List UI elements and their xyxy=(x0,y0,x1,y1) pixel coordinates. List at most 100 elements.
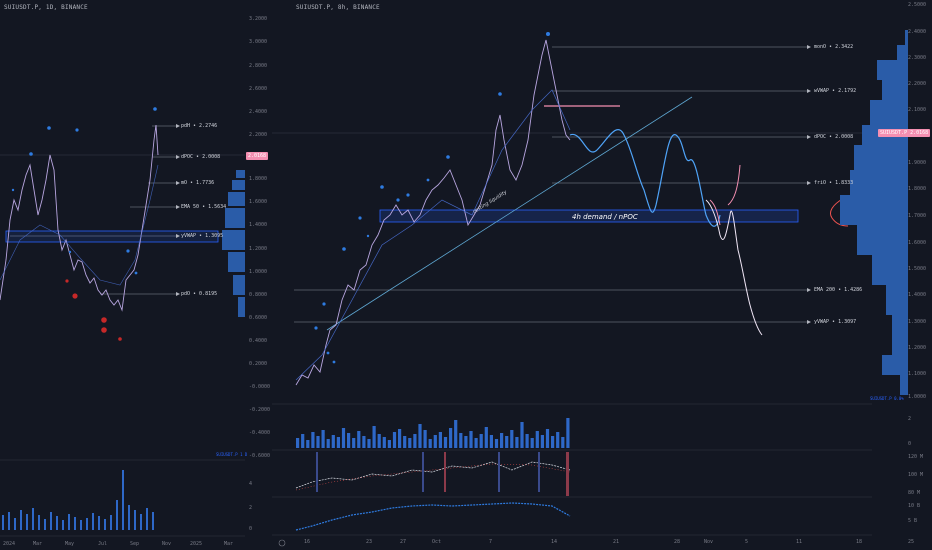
right-ytick: 1.4000 xyxy=(908,292,927,298)
right-xtick: Nov xyxy=(704,539,714,545)
left-xtick: 2025 xyxy=(190,541,203,547)
volume-bar xyxy=(398,429,402,448)
volume-bar xyxy=(515,437,519,448)
volume-bar xyxy=(464,436,468,448)
left-chart-svg[interactable] xyxy=(0,0,272,550)
left-chart-title: SUIUSDT.P, 1D, BINANCE xyxy=(4,4,88,11)
right-xtick: 27 xyxy=(400,539,407,545)
volume-bar xyxy=(540,435,544,448)
volume-bar xyxy=(316,436,320,448)
right-xtick: 21 xyxy=(613,539,620,545)
volume-bar xyxy=(362,436,366,448)
left-price-badge: 2.0168 xyxy=(246,152,269,160)
right-ytick: 1.5000 xyxy=(908,266,927,272)
right-ytick: 1.0000 xyxy=(908,394,927,400)
volume-bar xyxy=(387,440,391,448)
right-ytick: 1.7000 xyxy=(908,213,927,219)
volume-bar xyxy=(469,431,473,448)
volume-bar xyxy=(413,434,417,448)
right-volume-bars xyxy=(296,418,570,448)
right-osc1-tick: 120 M xyxy=(908,454,924,460)
right-ytick: 1.6000 xyxy=(908,240,927,246)
volume-bar xyxy=(372,426,376,448)
volume-bar xyxy=(479,434,483,448)
volume-bar xyxy=(530,438,534,448)
left-ytick: 3.0000 xyxy=(249,39,268,45)
right-chart-svg[interactable] xyxy=(272,0,932,550)
right-volume-profile xyxy=(840,30,908,395)
right-ytick: 2.2000 xyxy=(908,81,927,87)
right-zone-label: 4h demand / nPOC xyxy=(572,213,638,221)
volume-bar xyxy=(510,430,514,448)
left-level-markers xyxy=(176,124,180,296)
right-demand-zone xyxy=(379,209,799,223)
left-volume-tick: 4 xyxy=(249,481,253,487)
right-trendline xyxy=(326,96,693,331)
left-ytick: 0.2000 xyxy=(249,361,268,367)
right-ytick: 1.8000 xyxy=(908,186,927,192)
left-ytick: 2.8000 xyxy=(249,63,268,69)
left-demand-zone xyxy=(5,230,219,243)
left-ema-series xyxy=(0,164,159,286)
left-price-series xyxy=(0,124,159,312)
right-level-markers xyxy=(807,45,811,324)
volume-bar xyxy=(535,431,539,448)
left-chart-panel[interactable]: SUIUSDT.P, 1D, BINANCE xyxy=(0,0,273,550)
right-ytick: 1.1000 xyxy=(908,371,927,377)
left-level-pdh-label: pdH • 2.2746 xyxy=(181,123,218,129)
left-ytick: 0.6000 xyxy=(249,315,268,321)
left-ytick: 2.2000 xyxy=(249,132,268,138)
volume-bar xyxy=(428,439,432,448)
left-signal-dots xyxy=(11,107,157,275)
right-vol-tick: 2 xyxy=(908,416,912,422)
volume-bar xyxy=(311,432,315,448)
volume-bar xyxy=(449,428,453,448)
volume-bar xyxy=(352,438,356,448)
right-level-wvwap-label: wVWAP • 2.1792 xyxy=(814,88,857,94)
left-symbol-tag: SUIUSDT.P 1 D xyxy=(216,452,248,457)
right-osc1-tick: 100 M xyxy=(908,472,924,478)
volume-bar xyxy=(438,432,442,448)
right-ytick: 1.3000 xyxy=(908,319,927,325)
right-level-mono-label: monO • 2.3422 xyxy=(814,44,854,50)
right-price-badge: SUIUSDT.P 2.0168 xyxy=(878,129,931,137)
volume-bar xyxy=(326,439,330,448)
right-osc2-tick: 10 B xyxy=(908,503,921,509)
left-ytick: 0.8000 xyxy=(249,292,268,298)
volume-bar xyxy=(382,437,386,448)
left-ytick: -0.6000 xyxy=(249,453,271,459)
volume-bar xyxy=(301,434,305,448)
right-poc-arc xyxy=(830,197,849,227)
volume-bar xyxy=(423,430,427,448)
volume-bar xyxy=(392,432,397,448)
left-ytick: 3.2000 xyxy=(249,16,268,22)
volume-bar xyxy=(545,429,550,448)
left-volume-profile xyxy=(222,170,245,317)
volume-bar xyxy=(494,439,499,448)
left-xtick: May xyxy=(65,541,75,547)
left-level-yvwap-label: yVWAP • 1.3095 xyxy=(181,233,224,239)
right-xtick: 7 xyxy=(489,539,493,545)
right-oscillator-1 xyxy=(295,452,571,496)
volume-bar xyxy=(321,430,325,448)
volume-bar xyxy=(357,431,361,448)
left-ytick: -0.0000 xyxy=(249,384,271,390)
right-symbol-tag: SUIUSDT.P 0.0% xyxy=(870,396,904,401)
right-xtick: 23 xyxy=(366,539,373,545)
right-xtick: 11 xyxy=(796,539,803,545)
right-chart-panel[interactable]: SUIUSDT.P, 8h, BINANCE xyxy=(272,0,932,550)
volume-bar xyxy=(336,437,340,448)
right-price-series xyxy=(295,39,571,386)
left-xtick: Mar xyxy=(33,541,43,547)
volume-bar xyxy=(433,435,437,448)
volume-bar xyxy=(331,435,335,448)
right-osc1-tick: 80 M xyxy=(908,490,921,496)
volume-bar xyxy=(484,427,488,448)
right-ytick: 1.9000 xyxy=(908,160,927,166)
left-level-ema50-label: EMA 50 • 1.5634 xyxy=(181,204,227,210)
left-level-mo-label: mO • 1.7736 xyxy=(181,180,215,186)
right-chart-title: SUIUSDT.P, 8h, BINANCE xyxy=(296,4,380,11)
right-vol-tick: 0 xyxy=(908,441,912,447)
volume-bar xyxy=(418,424,422,448)
right-xtick: 18 xyxy=(856,539,863,545)
